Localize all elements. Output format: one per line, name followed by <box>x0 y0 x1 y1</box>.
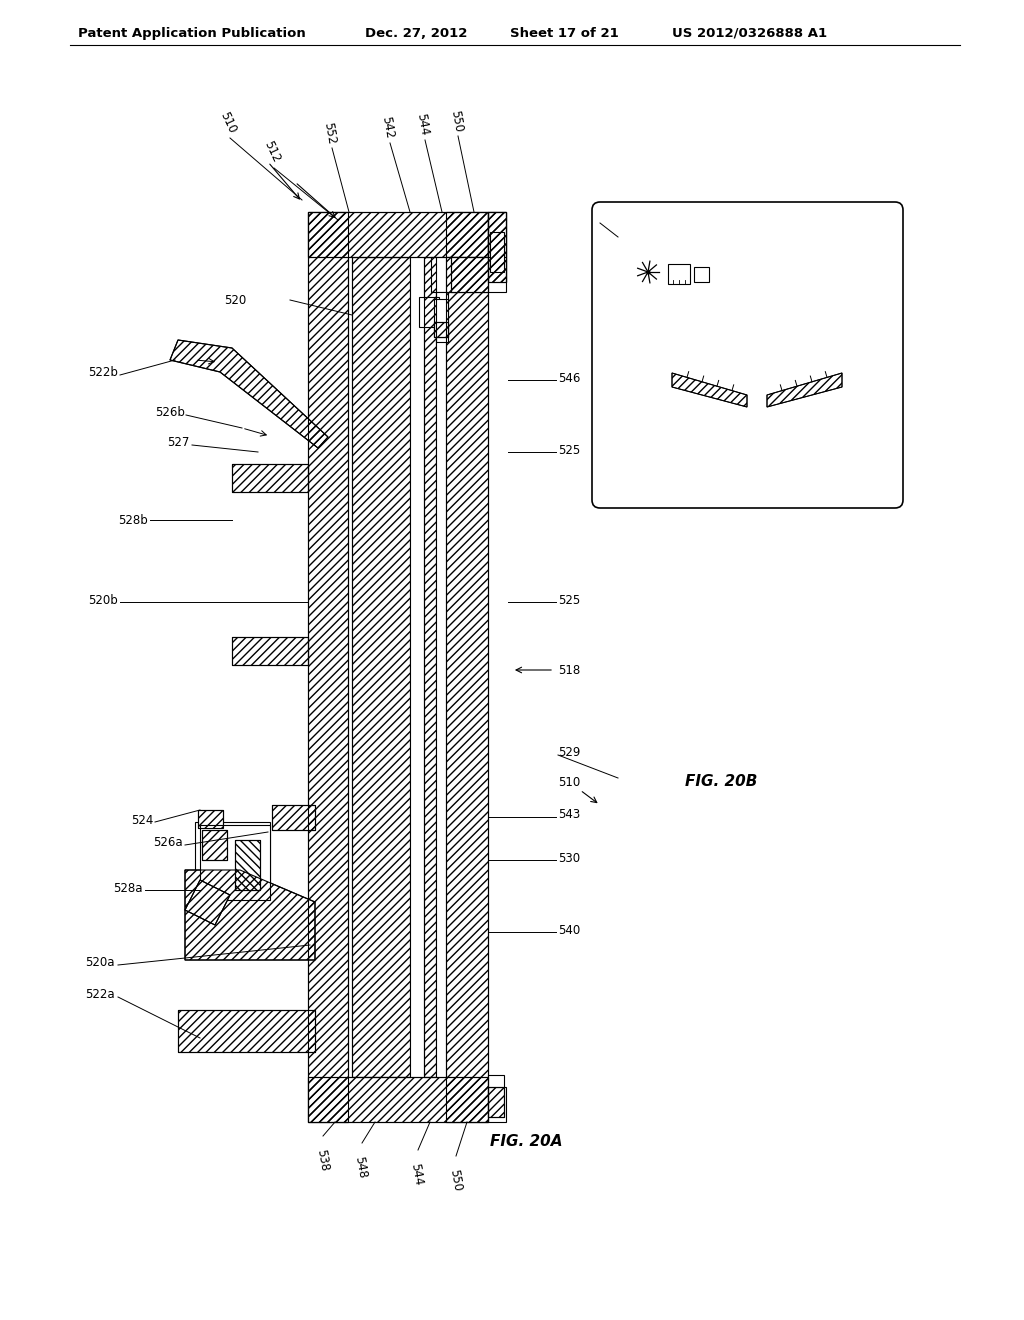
Bar <box>488 1086 504 1117</box>
Text: 526a: 526a <box>154 837 183 850</box>
Bar <box>308 213 488 257</box>
Bar <box>451 257 488 292</box>
Bar <box>234 840 260 890</box>
Bar <box>232 638 308 665</box>
Bar <box>446 257 506 292</box>
Bar <box>200 825 270 900</box>
Text: 528b: 528b <box>118 513 148 527</box>
Polygon shape <box>672 374 746 407</box>
Text: 524: 524 <box>131 813 153 826</box>
Bar <box>419 297 439 327</box>
Bar <box>308 213 488 257</box>
Polygon shape <box>767 374 842 407</box>
Text: 512: 512 <box>261 139 283 165</box>
Bar <box>308 213 348 1122</box>
Bar <box>195 822 270 902</box>
Bar <box>272 805 315 830</box>
Bar <box>436 257 446 1077</box>
Text: 538: 538 <box>313 1148 331 1172</box>
Bar <box>488 1074 504 1086</box>
Text: 523: 523 <box>598 214 621 227</box>
FancyBboxPatch shape <box>592 202 903 508</box>
Text: 510: 510 <box>558 776 581 788</box>
Text: FIG. 20A: FIG. 20A <box>490 1134 562 1150</box>
Text: 520b: 520b <box>88 594 118 606</box>
Text: 522a: 522a <box>85 989 115 1002</box>
Text: Sheet 17 of 21: Sheet 17 of 21 <box>510 26 618 40</box>
Bar <box>451 257 488 292</box>
Bar <box>488 1086 506 1122</box>
Text: 550: 550 <box>447 110 464 133</box>
Bar <box>434 322 449 337</box>
Bar <box>202 830 227 861</box>
Bar <box>352 257 410 1077</box>
Text: 543: 543 <box>558 808 581 821</box>
Bar <box>668 264 690 284</box>
Bar <box>488 213 506 282</box>
Text: Dec. 27, 2012: Dec. 27, 2012 <box>365 26 467 40</box>
Bar <box>308 1077 488 1122</box>
Bar <box>488 213 506 282</box>
Bar <box>178 1010 315 1052</box>
Text: 522b: 522b <box>88 366 118 379</box>
Bar <box>434 322 449 337</box>
Bar <box>446 213 488 1122</box>
Bar <box>410 257 424 1077</box>
Bar <box>198 810 223 828</box>
Bar <box>198 810 223 828</box>
Text: 526b: 526b <box>155 405 185 418</box>
Bar <box>178 1010 315 1052</box>
Text: 525: 525 <box>558 594 581 606</box>
Bar <box>272 805 315 830</box>
Text: 548: 548 <box>352 1155 370 1179</box>
Text: 544: 544 <box>415 112 431 137</box>
Bar <box>424 257 436 1077</box>
Text: FIG. 20B: FIG. 20B <box>685 775 758 789</box>
Polygon shape <box>170 341 328 447</box>
Bar <box>232 465 308 492</box>
Text: 520a: 520a <box>85 956 115 969</box>
Bar <box>234 840 260 890</box>
Bar <box>694 267 709 282</box>
Bar <box>434 300 449 337</box>
Bar <box>431 257 458 292</box>
Bar <box>490 232 504 272</box>
Bar <box>232 465 308 492</box>
Text: 527: 527 <box>168 436 190 449</box>
Polygon shape <box>185 880 230 925</box>
Bar <box>308 213 348 1122</box>
Bar <box>488 213 506 257</box>
Bar <box>488 1086 504 1117</box>
Bar <box>352 257 410 1077</box>
Text: 528a: 528a <box>114 882 143 895</box>
Bar <box>488 213 506 282</box>
Text: 530: 530 <box>558 851 581 865</box>
Bar <box>424 257 436 1077</box>
Text: 546: 546 <box>558 371 581 384</box>
Bar <box>436 292 449 342</box>
Text: 552: 552 <box>322 121 338 145</box>
Text: 540: 540 <box>558 924 581 936</box>
Bar <box>202 830 227 861</box>
Text: 510: 510 <box>217 110 239 135</box>
Text: Patent Application Publication: Patent Application Publication <box>78 26 306 40</box>
Bar <box>446 213 488 1122</box>
Bar <box>488 213 506 282</box>
Bar <box>232 638 308 665</box>
Text: US 2012/0326888 A1: US 2012/0326888 A1 <box>672 26 827 40</box>
Text: 544: 544 <box>409 1162 425 1187</box>
Text: 520: 520 <box>224 293 246 306</box>
Text: 542: 542 <box>380 116 396 140</box>
Bar <box>308 1077 488 1122</box>
Text: 518: 518 <box>709 338 731 351</box>
Polygon shape <box>185 870 315 960</box>
Text: 550: 550 <box>446 1168 463 1192</box>
Text: 529: 529 <box>558 746 581 759</box>
Text: 525: 525 <box>558 444 581 457</box>
Text: 518: 518 <box>558 664 581 676</box>
